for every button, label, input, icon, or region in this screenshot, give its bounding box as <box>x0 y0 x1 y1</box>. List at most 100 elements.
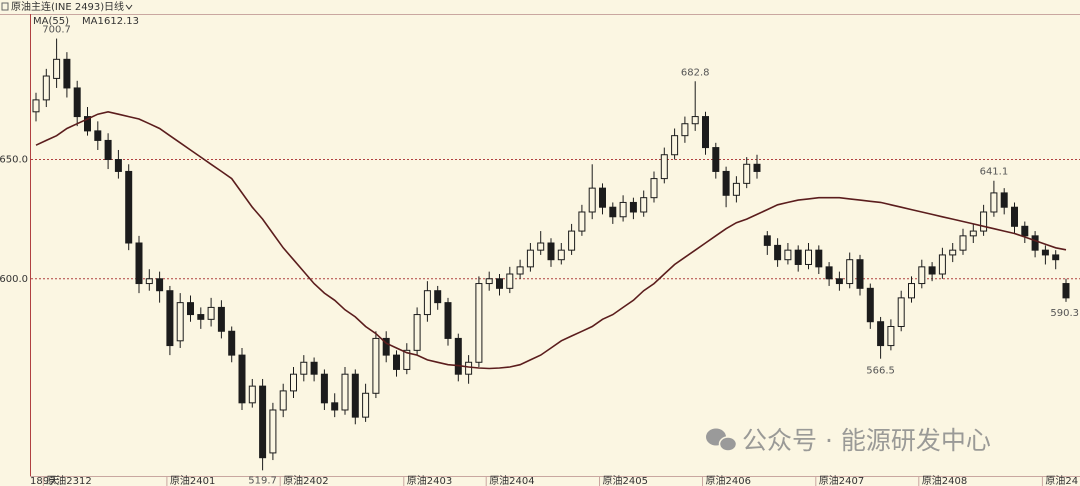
x-tick-label: 原油2404 <box>489 474 534 486</box>
x-tick-label: 原油2401 <box>170 474 215 486</box>
candle-body <box>166 290 174 347</box>
candle-body <box>702 116 709 149</box>
candle-body <box>475 283 483 363</box>
candle-body <box>393 354 400 370</box>
menu-icon[interactable] <box>1 2 9 11</box>
candle-body <box>496 278 503 289</box>
candle-body <box>238 354 246 404</box>
candle-body <box>650 178 658 199</box>
candle-body <box>63 58 71 89</box>
candle-body <box>619 201 627 218</box>
candle-body <box>753 163 761 172</box>
candle-body <box>300 361 308 375</box>
candle-body <box>660 154 668 180</box>
extreme-label: 700.7 <box>42 25 71 36</box>
candle-body <box>423 290 431 316</box>
candle-body <box>640 197 648 213</box>
y-tick-label: 650.0 <box>0 155 28 166</box>
candle-body <box>609 206 617 218</box>
candle-body <box>382 337 390 356</box>
candle-body <box>774 244 782 261</box>
candle-body <box>526 249 534 268</box>
x-tick-label: 原油2407 <box>819 474 864 486</box>
candle-body <box>794 249 802 265</box>
candle-body <box>485 278 493 285</box>
watermark: 公众号 · 能源研发中心 <box>706 426 991 455</box>
candle-body <box>269 409 277 454</box>
candle-body <box>465 361 473 375</box>
candle-body <box>217 306 225 332</box>
x-tick-label: 原油2406 <box>706 474 751 486</box>
candle-body <box>537 242 545 251</box>
candle-body <box>815 249 823 268</box>
x-tick-label: 原油2403 <box>407 474 452 486</box>
candle-body <box>516 266 524 275</box>
symbol-title[interactable]: 原油主连(INE 2493) <box>11 0 104 13</box>
candle-body <box>506 273 514 289</box>
candle-body <box>897 297 905 327</box>
dropdown-arrow[interactable] <box>125 4 133 10</box>
candle-body <box>856 259 864 289</box>
candle-body <box>351 373 359 418</box>
candle-body <box>681 123 689 137</box>
ma-legend-value: 612.13 <box>104 16 139 27</box>
candle-body <box>1052 254 1060 261</box>
candle-body <box>73 87 81 118</box>
x-tick-label: 原油2408 <box>922 474 967 486</box>
candle-body <box>1031 235 1039 251</box>
candle-body <box>599 187 606 208</box>
candle-body <box>588 187 596 213</box>
candle-body <box>413 314 421 351</box>
candle-body <box>1000 192 1008 208</box>
x-tick-label: 原油24 <box>1045 474 1078 486</box>
candle-body <box>691 116 699 125</box>
candle-body <box>310 361 318 375</box>
candle-body <box>938 254 946 275</box>
candle-body <box>104 139 112 161</box>
candle-body <box>866 287 874 323</box>
candle-body <box>887 325 895 347</box>
period-label: 189天 <box>30 476 59 486</box>
candle-body <box>949 249 957 256</box>
candle-body <box>578 211 586 232</box>
x-tick-label: 原油2312 <box>46 474 91 486</box>
extreme-label: 682.8 <box>681 67 710 78</box>
candle-body <box>557 249 565 261</box>
period-select[interactable]: 日线 <box>104 0 124 13</box>
x-tick-label: 原油2402 <box>283 474 328 486</box>
candle-body <box>846 259 854 285</box>
candle-body <box>372 337 380 394</box>
extreme-label: 566.5 <box>866 366 895 377</box>
moving-average <box>35 110 1067 370</box>
candle-body <box>877 321 885 347</box>
candle-body <box>959 235 967 251</box>
candle-body <box>84 116 91 132</box>
candle-body <box>980 211 988 232</box>
candle-body <box>248 385 256 404</box>
candle-body <box>1062 283 1070 299</box>
candle-body <box>732 182 740 196</box>
candle-body <box>763 235 771 246</box>
candle-body <box>568 230 576 251</box>
candle-body <box>444 302 452 339</box>
candle-body <box>341 373 349 411</box>
candle-body <box>434 290 442 304</box>
candle-body <box>928 266 936 275</box>
candle-body <box>1021 225 1029 237</box>
watermark-text: 公众号 · 能源研发中心 <box>742 426 991 455</box>
candle-body <box>454 337 462 375</box>
candle-body <box>805 249 812 265</box>
candle-body <box>825 266 833 280</box>
candle-body <box>671 135 679 156</box>
candle-body <box>32 99 40 113</box>
candle-body <box>197 314 205 320</box>
extreme-label: 641.1 <box>980 167 1009 178</box>
candle-body <box>722 170 730 196</box>
indicator-name: MA(55) <box>33 16 69 27</box>
candle-body <box>290 373 297 392</box>
candle-body <box>94 130 102 141</box>
candle-body <box>743 163 751 184</box>
candle-body <box>969 230 977 237</box>
candle-body <box>279 390 287 411</box>
